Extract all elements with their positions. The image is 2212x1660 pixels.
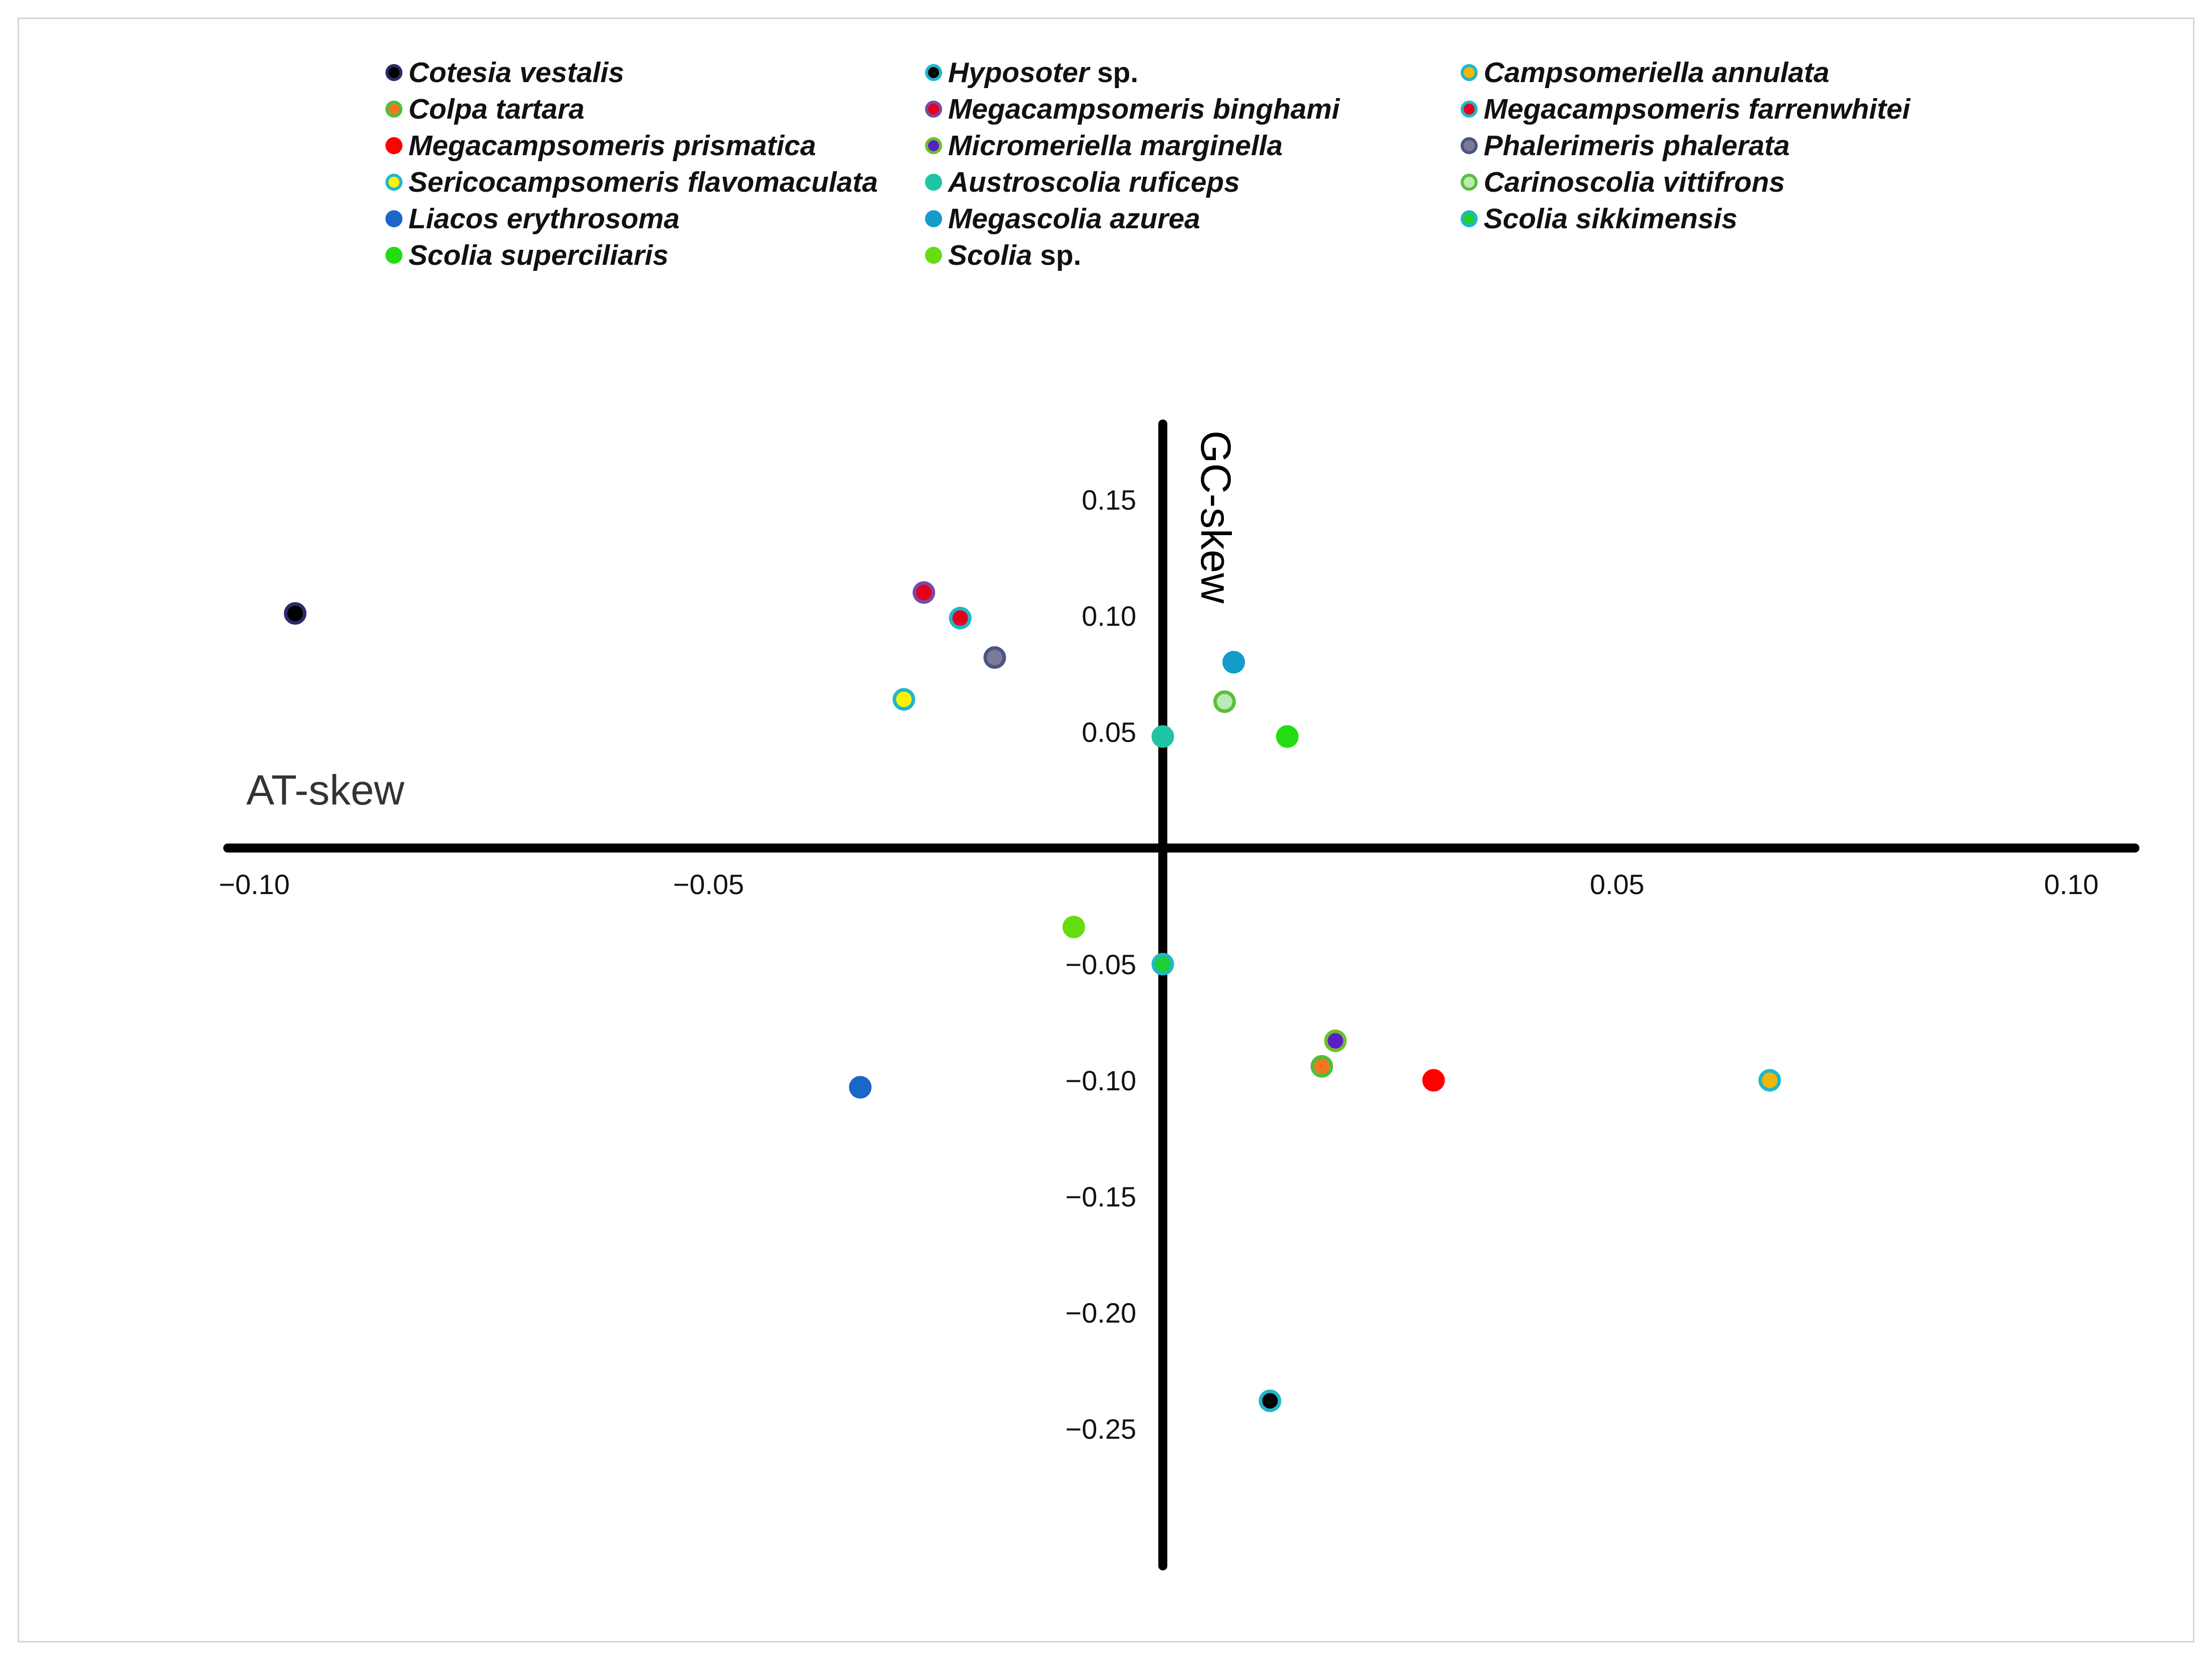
legend-marker bbox=[1461, 101, 1478, 118]
legend-label: Phalerimeris phalerata bbox=[1484, 130, 1790, 162]
y-tick-label: −0.05 bbox=[1065, 949, 1136, 980]
legend-item: Scolia superciliaris bbox=[385, 238, 669, 273]
legend-label: Megacampsomeris binghami bbox=[948, 93, 1340, 125]
data-point: Scolia superciliaris bbox=[1276, 725, 1299, 748]
legend-item: Scolia sp. bbox=[925, 238, 1081, 273]
legend-label: Megacampsomeris prismatica bbox=[408, 130, 816, 162]
legend-item: Megacampsomeris farrenwhitei bbox=[1461, 92, 1910, 127]
legend-marker bbox=[385, 210, 402, 227]
legend-item: Carinoscolia vittifrons bbox=[1461, 165, 1785, 200]
legend-label: Scolia sp. bbox=[948, 239, 1082, 271]
y-tick-label: 0.10 bbox=[1082, 600, 1136, 632]
data-point: Campsomeriella annulata bbox=[1758, 1069, 1781, 1092]
legend-label: Megacampsomeris farrenwhitei bbox=[1484, 93, 1911, 125]
y-tick-label: −0.20 bbox=[1065, 1297, 1136, 1329]
legend-marker bbox=[1461, 137, 1478, 154]
tick-labels: −0.10 −0.05 0.05 0.10 0.15 0.10 0.05 −0.05 −0.10… bbox=[219, 484, 2098, 1445]
y-axis-label: GC-skew bbox=[1192, 431, 1239, 604]
x-tick-label: −0.10 bbox=[219, 869, 290, 900]
x-axis-label: AT-skew bbox=[246, 766, 404, 813]
legend-item: Cotesia vestalis bbox=[385, 55, 624, 90]
y-tick-label: 0.05 bbox=[1082, 716, 1136, 748]
data-point: Scolia sikkimensis bbox=[1151, 953, 1174, 976]
data-points: Cotesia vestalis Hyposoter sp. Campsomerie… bbox=[284, 581, 1781, 1412]
legend-label: Hyposoter sp. bbox=[948, 57, 1139, 89]
legend-marker bbox=[925, 137, 942, 154]
y-tick-label: −0.10 bbox=[1065, 1065, 1136, 1096]
legend-label: Austroscolia ruficeps bbox=[948, 166, 1240, 198]
legend-item: Hyposoter sp. bbox=[925, 55, 1138, 90]
legend-label: Scolia superciliaris bbox=[408, 239, 669, 271]
legend-label: Cotesia vestalis bbox=[408, 57, 624, 89]
legend-marker bbox=[385, 247, 402, 264]
data-point: Phalerimeris phalerata bbox=[983, 646, 1006, 669]
data-point: Megascolia azurea bbox=[1222, 651, 1245, 674]
data-point: Liacos erythrosoma bbox=[849, 1076, 872, 1099]
legend-label: Scolia sikkimensis bbox=[1484, 203, 1737, 235]
legend-marker bbox=[925, 247, 942, 264]
legend-marker bbox=[925, 64, 942, 81]
data-point: Megacampsomeris farrenwhitei bbox=[949, 607, 972, 630]
data-point: Micromeriella marginella bbox=[1324, 1029, 1347, 1052]
legend-marker bbox=[385, 137, 402, 154]
legend-marker bbox=[925, 101, 942, 118]
legend-marker bbox=[385, 101, 402, 118]
legend-label: Micromeriella marginella bbox=[948, 130, 1283, 162]
legend-marker bbox=[1461, 210, 1478, 227]
legend-marker bbox=[1461, 174, 1478, 191]
legend-item: Sericocampsomeris flavomaculata bbox=[385, 165, 878, 200]
y-tick-label: −0.25 bbox=[1065, 1413, 1136, 1445]
legend-label: Campsomeriella annulata bbox=[1484, 57, 1830, 89]
legend-item: Colpa tartara bbox=[385, 92, 585, 127]
data-point: Carinoscolia vittifrons bbox=[1213, 690, 1236, 713]
data-point: Hyposoter sp. bbox=[1258, 1389, 1281, 1412]
x-tick-label: 0.05 bbox=[1590, 869, 1644, 900]
x-tick-label: −0.05 bbox=[673, 869, 744, 900]
legend-marker bbox=[385, 64, 402, 81]
legend-marker bbox=[385, 174, 402, 191]
data-point: Scolia sp. bbox=[1062, 916, 1085, 939]
data-point: Cotesia vestalis bbox=[284, 602, 307, 625]
data-point: Austroscolia ruficeps bbox=[1151, 725, 1174, 748]
legend-item: Phalerimeris phalerata bbox=[1461, 128, 1790, 163]
legend-item: Scolia sikkimensis bbox=[1461, 201, 1737, 236]
legend-item: Liacos erythrosoma bbox=[385, 201, 680, 236]
data-point: Megacampsomeris binghami bbox=[913, 581, 936, 604]
legend-label: Megascolia azurea bbox=[948, 203, 1200, 235]
legend-label: Carinoscolia vittifrons bbox=[1484, 166, 1785, 198]
y-tick-label: 0.15 bbox=[1082, 484, 1136, 516]
legend-label: Colpa tartara bbox=[408, 93, 585, 125]
x-tick-label: 0.10 bbox=[2044, 869, 2099, 900]
legend-marker bbox=[925, 210, 942, 227]
legend-item: Megascolia azurea bbox=[925, 201, 1200, 236]
legend-label: Sericocampsomeris flavomaculata bbox=[408, 166, 878, 198]
legend-item: Megacampsomeris binghami bbox=[925, 92, 1340, 127]
legend-marker bbox=[1461, 64, 1478, 81]
y-tick-label: −0.15 bbox=[1065, 1181, 1136, 1212]
legend-item: Austroscolia ruficeps bbox=[925, 165, 1240, 200]
data-point: Sericocampsomeris flavomaculata bbox=[893, 688, 916, 711]
figure-frame bbox=[18, 18, 2194, 1642]
legend-marker bbox=[925, 174, 942, 191]
legend-item: Campsomeriella annulata bbox=[1461, 55, 1830, 90]
legend-item: Micromeriella marginella bbox=[925, 128, 1282, 163]
data-point: Colpa tartara bbox=[1310, 1055, 1334, 1078]
legend-label: Liacos erythrosoma bbox=[408, 203, 680, 235]
legend-item: Megacampsomeris prismatica bbox=[385, 128, 816, 163]
data-point: Megacampsomeris prismatica bbox=[1422, 1069, 1445, 1092]
